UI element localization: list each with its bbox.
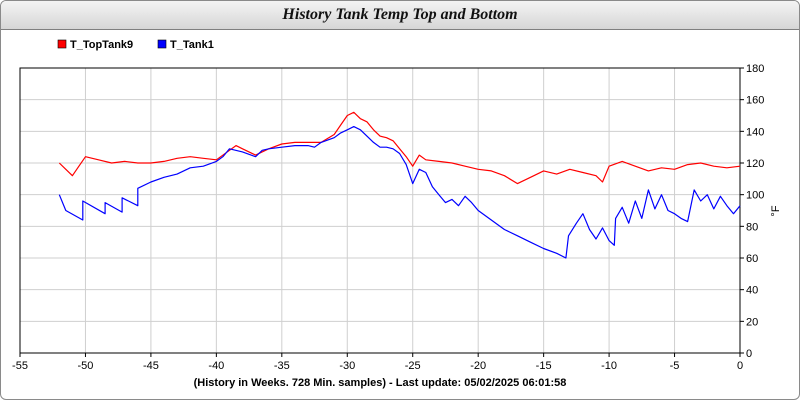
x-tick-label: -15 <box>536 360 552 372</box>
y-tick-label: 20 <box>746 316 758 328</box>
y-tick-label: 100 <box>746 190 764 202</box>
x-axis: -55 -50 -45 -40 -35 -30 -25 -20 -15 -10 -5 0 <box>12 353 743 372</box>
x-tick-label: -10 <box>601 360 617 372</box>
legend-label: T_TopTank9 <box>70 39 133 51</box>
x-tick-label: -20 <box>470 360 486 372</box>
title-bar: History Tank Temp Top and Bottom <box>1 1 799 30</box>
y-axis-label: °F <box>770 205 782 216</box>
legend-swatch <box>57 39 67 49</box>
series-line-t-tank1 <box>58 125 741 259</box>
y-tick-label: 0 <box>746 348 752 360</box>
x-tick-label: -25 <box>405 360 421 372</box>
x-tick-label: -50 <box>78 360 94 372</box>
x-tick-label: -40 <box>208 360 224 372</box>
y-tick-label: 180 <box>746 63 764 75</box>
series-line-t-toptank9 <box>58 111 741 185</box>
y-tick-label: 120 <box>746 158 764 170</box>
plot-area <box>19 67 741 354</box>
series-group <box>58 111 741 259</box>
x-tick-label: -45 <box>143 360 159 372</box>
chart-title: History Tank Temp Top and Bottom <box>282 6 518 23</box>
y-tick-label: 140 <box>746 126 764 138</box>
y-tick-label: 80 <box>746 221 758 233</box>
x-tick-label: -30 <box>339 360 355 372</box>
x-axis-caption: (History in Weeks. 728 Min. samples) - L… <box>194 377 567 389</box>
x-tick-label: 0 <box>737 360 743 372</box>
y-tick-label: 60 <box>746 253 758 265</box>
x-tick-label: -35 <box>274 360 290 372</box>
legend: T_TopTank9 T_Tank1 <box>57 39 214 51</box>
y-axis: 0 20 40 60 80 100 120 140 160 180 <box>740 63 764 360</box>
legend-swatch <box>157 39 167 49</box>
x-tick-label: -5 <box>670 360 680 372</box>
y-tick-label: 40 <box>746 285 758 297</box>
x-tick-label: -55 <box>12 360 28 372</box>
legend-label: T_Tank1 <box>170 39 214 51</box>
y-tick-label: 160 <box>746 95 764 107</box>
